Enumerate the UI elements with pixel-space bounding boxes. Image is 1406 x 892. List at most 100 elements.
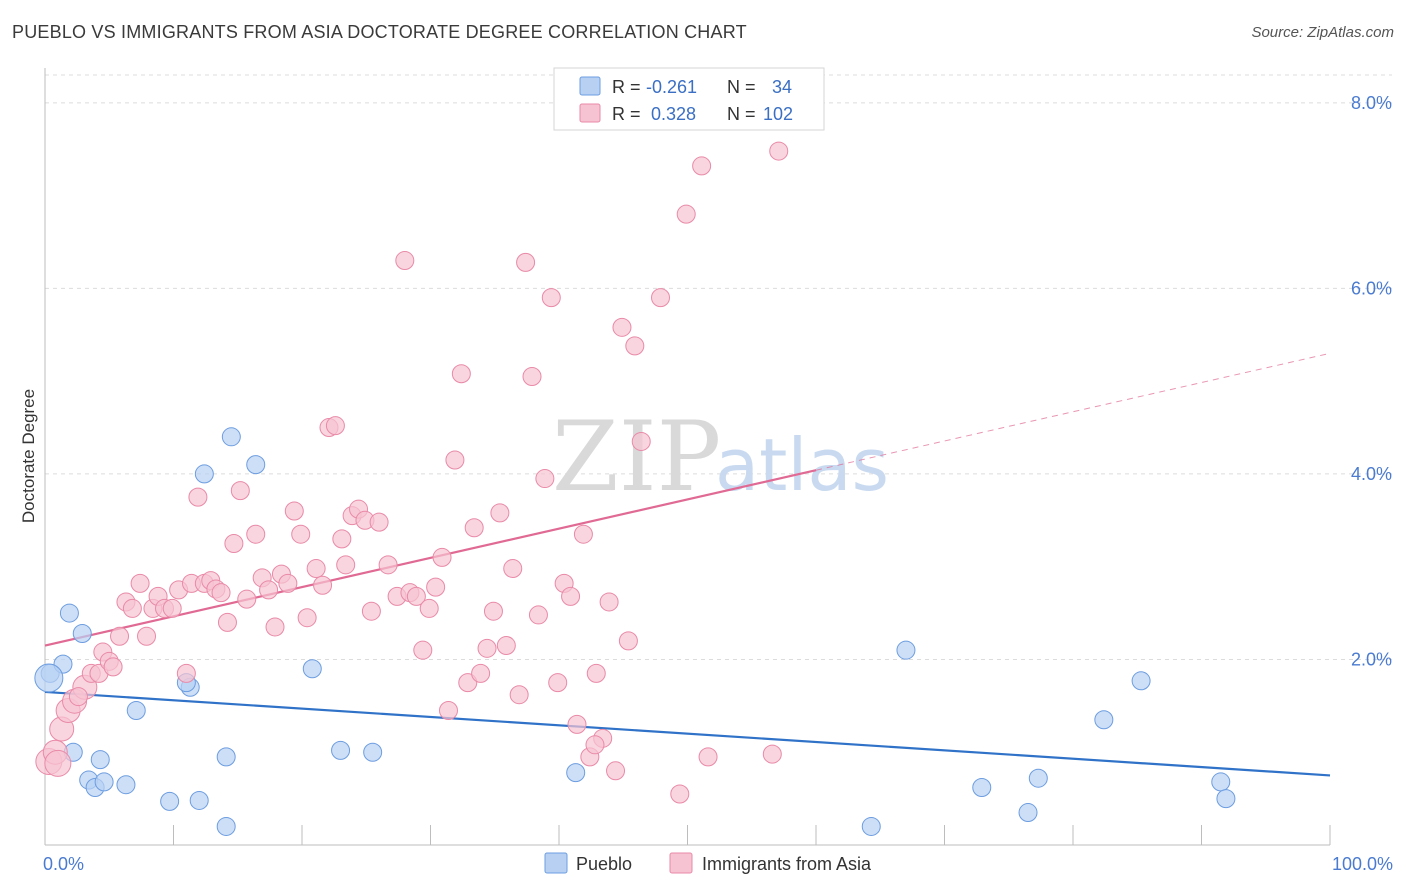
point-immigrants-asia [162,598,182,618]
point-immigrants-asia [211,583,231,603]
point-immigrants-asia [528,605,548,625]
point-immigrants-asia [230,481,250,501]
bottom-legend-swatch-pueblo[interactable] [544,852,568,874]
point-immigrants-asia [445,450,465,470]
point-pueblo [216,747,236,767]
point-immigrants-asia [612,317,632,337]
point-immigrants-asia [68,687,88,707]
point-immigrants-asia [332,529,352,549]
point-immigrants-asia [122,598,142,618]
trend-line-pueblo [44,690,1331,777]
point-immigrants-asia [110,626,130,646]
point-pueblo [94,772,114,792]
legend-r-value: 0.328 [651,104,696,124]
trend-line-immigrants-asia-extension [815,352,1331,471]
point-immigrants-asia [496,636,516,656]
point-pueblo [189,790,209,810]
point-pueblo [221,427,241,447]
point-immigrants-asia [585,735,605,755]
point-pueblo [59,603,79,623]
point-immigrants-asia [541,288,561,308]
source-label: Source: ZipAtlas.com [1251,24,1394,41]
point-immigrants-asia [561,586,581,606]
point-immigrants-asia [369,512,389,532]
point-immigrants-asia [284,501,304,521]
point-immigrants-asia [698,747,718,767]
point-pueblo [363,742,383,762]
point-pueblo [90,750,110,770]
point-immigrants-asia [516,252,536,272]
point-immigrants-asia [464,518,484,538]
legend-r-label: R = [612,77,641,97]
point-immigrants-asia [406,586,426,606]
watermark-zip: ZIP [552,401,721,513]
point-immigrants-asia [625,336,645,356]
point-immigrants-asia [432,547,452,567]
point-immigrants-asia [631,431,651,451]
point-immigrants-asia [278,573,298,593]
point-immigrants-asia [548,673,568,693]
axes [44,68,1331,846]
chart-title: PUEBLO VS IMMIGRANTS FROM ASIA DOCTORATE… [12,22,747,42]
data-points [34,141,1236,836]
trend-line-immigrants-asia [44,469,817,647]
bottom-legend-swatch-asia[interactable] [669,852,693,874]
point-pueblo [1028,768,1048,788]
point-immigrants-asia [535,469,555,489]
point-pueblo [34,663,64,693]
point-immigrants-asia [419,598,439,618]
legend-n-label: N = [727,104,756,124]
point-pueblo [126,700,146,720]
legend-n-label: N = [727,77,756,97]
watermark: ZIP atlas [552,401,889,513]
y-tick-label: 2.0% [1351,649,1392,669]
point-immigrants-asia [265,617,285,637]
point-immigrants-asia [567,714,587,734]
point-immigrants-asia [477,638,497,658]
point-immigrants-asia [291,524,311,544]
point-immigrants-asia [471,663,491,683]
legend-r-value: -0.261 [646,77,697,97]
x-tick-labels: 0.0% 100.0% [43,854,1393,874]
point-immigrants-asia [586,663,606,683]
bottom-legend-label-asia[interactable]: Immigrants from Asia [702,854,872,874]
y-tick-label: 4.0% [1351,464,1392,484]
y-tick-labels: 2.0% 4.0% 6.0% 8.0% [1351,93,1392,670]
point-pueblo [972,777,992,797]
point-immigrants-asia [483,601,503,621]
point-immigrants-asia [769,141,789,161]
point-immigrants-asia [313,575,333,595]
point-pueblo [160,791,180,811]
grid-lines [45,74,1392,660]
point-immigrants-asia [438,700,458,720]
point-pueblo [72,623,92,643]
point-pueblo [1094,710,1114,730]
point-immigrants-asia [306,559,326,579]
point-immigrants-asia [618,631,638,651]
point-immigrants-asia [297,608,317,628]
watermark-atlas: atlas [715,423,889,507]
y-tick-label: 8.0% [1351,93,1392,113]
y-tick-label: 6.0% [1351,278,1392,298]
bottom-legend-label-pueblo[interactable]: Pueblo [576,854,632,874]
legend-r-label: R = [612,104,641,124]
point-immigrants-asia [44,749,72,777]
point-immigrants-asia [103,657,123,677]
point-immigrants-asia [217,612,237,632]
point-pueblo [331,740,351,760]
point-immigrants-asia [378,555,398,575]
point-immigrants-asia [413,640,433,660]
point-immigrants-asia [503,559,523,579]
x-tick-label: 100.0% [1332,854,1393,874]
point-immigrants-asia [458,673,478,693]
point-immigrants-asia [237,589,257,609]
point-immigrants-asia [224,533,244,553]
point-pueblo [896,640,916,660]
point-immigrants-asia [762,744,782,764]
point-immigrants-asia [361,601,381,621]
point-immigrants-asia [676,204,696,224]
point-immigrants-asia [509,685,529,705]
series-legend: Pueblo Immigrants from Asia [544,852,872,874]
point-immigrants-asia [670,784,690,804]
